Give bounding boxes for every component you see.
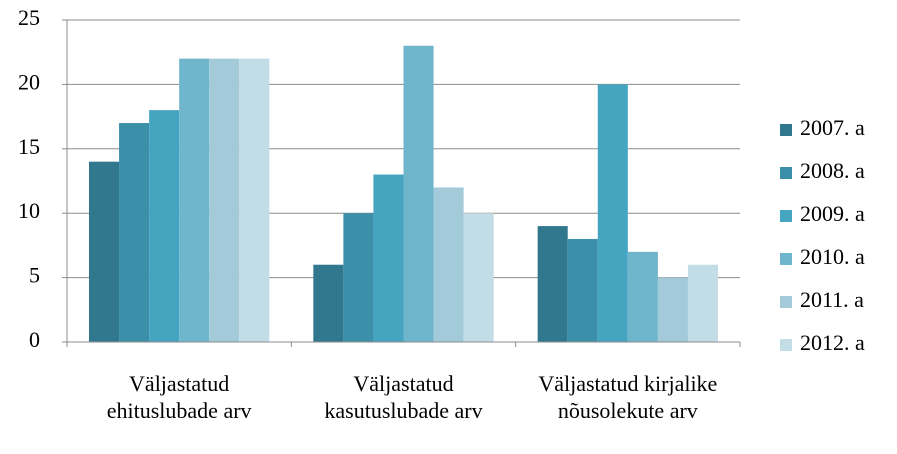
y-tick-label: 25 bbox=[18, 5, 40, 30]
bar bbox=[343, 213, 374, 342]
legend-label: 2009. a bbox=[800, 201, 865, 226]
bar bbox=[313, 264, 344, 342]
y-tick-label: 5 bbox=[29, 263, 40, 288]
legend-label: 2007. a bbox=[800, 115, 865, 140]
y-tick-label: 15 bbox=[18, 134, 40, 159]
bar bbox=[239, 58, 270, 342]
x-tick-label: Väljastatud ehituslubade arv bbox=[106, 371, 252, 423]
bar bbox=[209, 58, 240, 342]
bar bbox=[657, 277, 688, 342]
legend-label: 2012. a bbox=[800, 330, 865, 355]
legend-swatch bbox=[780, 210, 792, 222]
bar bbox=[403, 45, 434, 342]
bar bbox=[627, 251, 658, 342]
bar bbox=[373, 174, 404, 342]
bar bbox=[687, 264, 719, 342]
y-tick-label: 20 bbox=[18, 69, 40, 94]
legend-swatch bbox=[780, 124, 792, 136]
bar bbox=[88, 161, 120, 342]
legend-label: 2011. a bbox=[800, 287, 864, 312]
legend-swatch bbox=[780, 339, 792, 351]
bar bbox=[537, 226, 568, 342]
bar bbox=[149, 110, 180, 342]
bar bbox=[119, 123, 150, 342]
legend-swatch bbox=[780, 167, 792, 179]
legend-label: 2010. a bbox=[800, 244, 865, 269]
bar bbox=[567, 238, 598, 342]
legend-label: 2008. a bbox=[800, 158, 865, 183]
bar bbox=[179, 58, 210, 342]
bar bbox=[463, 213, 494, 342]
y-tick-label: 0 bbox=[29, 327, 40, 352]
bar bbox=[433, 187, 464, 342]
legend-swatch bbox=[780, 253, 792, 265]
y-tick-label: 10 bbox=[18, 198, 40, 223]
bar bbox=[597, 84, 628, 343]
x-tick-label: Väljastatud kasutuslubade arv bbox=[324, 371, 483, 423]
x-tick-label: Väljastatud kirjalike nõusolekute arv bbox=[538, 371, 718, 423]
legend-swatch bbox=[780, 296, 792, 308]
